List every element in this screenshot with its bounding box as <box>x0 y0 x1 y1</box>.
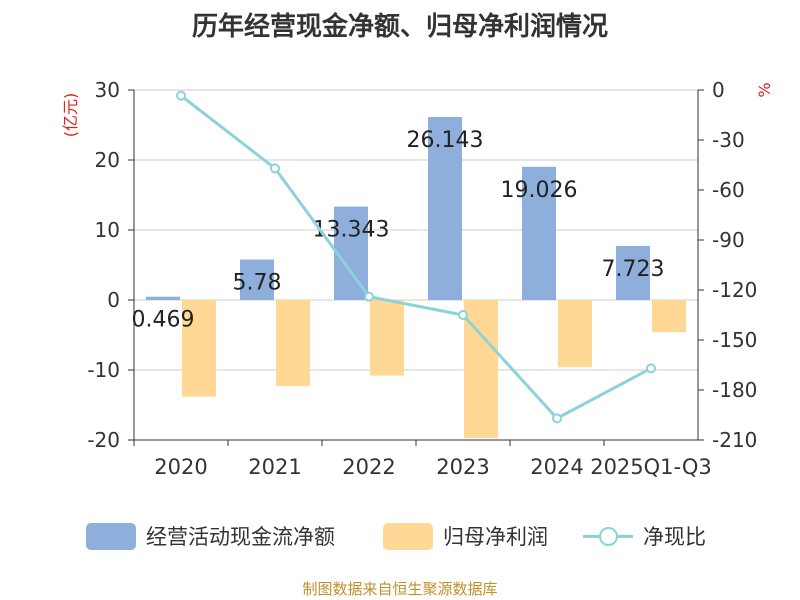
left-tick-label: 10 <box>95 218 120 242</box>
x-tick-label: 2020 <box>154 455 207 479</box>
left-tick-label: 0 <box>107 288 120 312</box>
data-label-cashflow: 5.78 <box>233 271 282 296</box>
ratio-line <box>176 90 656 424</box>
right-tick-label: -210 <box>712 428 757 452</box>
data-label-cashflow: 26.143 <box>407 128 484 153</box>
data-label-cashflow: 19.026 <box>501 178 578 203</box>
legend-label-ratio: 净现比 <box>643 525 706 549</box>
source-note: 制图数据来自恒生聚源数据库 <box>302 580 498 598</box>
data-label-cashflow: 13.343 <box>313 218 390 243</box>
point-ratio <box>646 363 656 374</box>
point-ratio <box>552 413 562 424</box>
point-ratio <box>270 163 280 174</box>
right-tick-label: -120 <box>712 278 757 302</box>
point-ratio <box>176 90 186 101</box>
legend-line-ratio <box>583 523 633 550</box>
data-labels: 0.469 5.78 13.343 26.143 19.026 7.723 <box>132 128 665 333</box>
point-ratio <box>364 291 374 302</box>
bar-cashflow <box>522 166 556 300</box>
bar-net-profit <box>558 300 592 368</box>
x-tick-label: 2023 <box>436 455 489 479</box>
right-tick-label: -150 <box>712 328 757 352</box>
x-tick-label: 2021 <box>248 455 301 479</box>
left-tick-label: 30 <box>95 78 120 102</box>
bar-net-profit <box>276 300 310 387</box>
left-axis-unit-label: (亿元) <box>61 93 80 138</box>
point-ratio <box>458 310 468 320</box>
bar-cashflow <box>146 296 180 300</box>
bar-cashflow <box>616 245 650 300</box>
right-tick-label: 0 <box>712 78 725 102</box>
chart-title: 历年经营现金净额、归母净利润情况 <box>191 12 608 42</box>
legend-item-net-profit[interactable]: 归母净利润 <box>383 516 548 556</box>
legend-label-cashflow: 经营活动现金流净额 <box>146 525 335 549</box>
bars <box>146 116 686 438</box>
legend-label-net-profit: 归母净利润 <box>443 525 548 549</box>
bar-net-profit <box>652 300 686 333</box>
legend-item-ratio[interactable]: 净现比 <box>583 516 706 556</box>
right-tick-label: -30 <box>712 128 745 152</box>
x-tick-label: 2022 <box>342 455 395 479</box>
line-ratio <box>180 94 652 421</box>
bar-cashflow <box>428 116 462 301</box>
right-tick-label: -60 <box>712 178 745 202</box>
right-tick-label: -90 <box>712 228 745 252</box>
left-tick-label: 20 <box>95 148 120 172</box>
data-label-cashflow: 7.723 <box>602 257 665 282</box>
legend-swatch-cashflow <box>86 522 136 550</box>
legend-swatch-net-profit <box>383 522 433 550</box>
data-label-cashflow: 0.469 <box>132 308 195 333</box>
left-tick-label: -20 <box>87 428 120 452</box>
legend: 经营活动现金流净额 归母净利润 净现比 <box>0 516 800 556</box>
right-tick-label: -180 <box>712 378 757 402</box>
bar-cashflow <box>334 206 368 300</box>
right-axis-unit-label: % <box>755 82 774 97</box>
left-tick-label: -10 <box>87 358 120 382</box>
legend-item-cashflow[interactable]: 经营活动现金流净额 <box>86 516 335 556</box>
x-tick-label: 2025Q1-Q3 <box>590 455 712 479</box>
bar-net-profit <box>182 300 216 397</box>
bar-net-profit <box>370 300 404 376</box>
axes: 30 20 10 0 -10 -20 0 -30 -60 -90 -120 -150 -180 -210 (… <box>61 78 774 479</box>
x-tick-label: 2024 <box>530 455 583 479</box>
bar-cashflow <box>240 259 274 300</box>
